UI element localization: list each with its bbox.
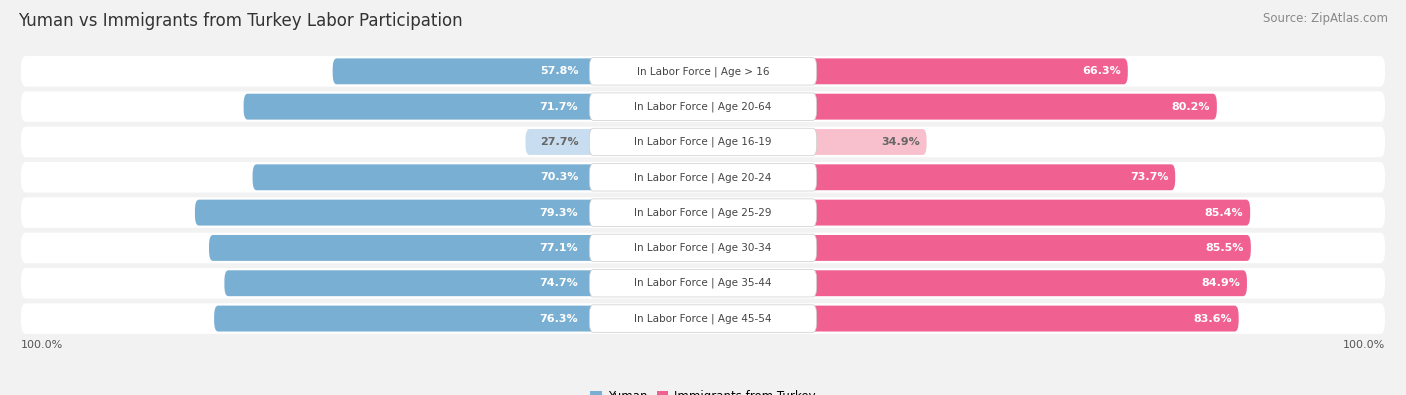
Text: 85.5%: 85.5% xyxy=(1205,243,1244,253)
Text: 83.6%: 83.6% xyxy=(1194,314,1232,324)
Text: In Labor Force | Age 20-24: In Labor Force | Age 20-24 xyxy=(634,172,772,182)
Text: In Labor Force | Age 30-34: In Labor Force | Age 30-34 xyxy=(634,243,772,253)
Text: 70.3%: 70.3% xyxy=(540,172,578,182)
FancyBboxPatch shape xyxy=(589,164,817,191)
Text: 100.0%: 100.0% xyxy=(1343,340,1385,350)
FancyBboxPatch shape xyxy=(589,93,817,120)
FancyBboxPatch shape xyxy=(21,268,1385,299)
FancyBboxPatch shape xyxy=(209,235,703,261)
FancyBboxPatch shape xyxy=(333,58,703,84)
Text: In Labor Force | Age 20-64: In Labor Force | Age 20-64 xyxy=(634,102,772,112)
Text: 85.4%: 85.4% xyxy=(1205,208,1243,218)
Text: In Labor Force | Age 25-29: In Labor Force | Age 25-29 xyxy=(634,207,772,218)
Text: 66.3%: 66.3% xyxy=(1083,66,1121,76)
Text: 76.3%: 76.3% xyxy=(540,314,578,324)
Text: 74.7%: 74.7% xyxy=(540,278,578,288)
Text: 84.9%: 84.9% xyxy=(1201,278,1240,288)
Text: 57.8%: 57.8% xyxy=(540,66,578,76)
FancyBboxPatch shape xyxy=(703,164,1175,190)
Text: 73.7%: 73.7% xyxy=(1130,172,1168,182)
FancyBboxPatch shape xyxy=(589,269,817,297)
FancyBboxPatch shape xyxy=(225,270,703,296)
Text: 79.3%: 79.3% xyxy=(540,208,578,218)
FancyBboxPatch shape xyxy=(21,91,1385,122)
FancyBboxPatch shape xyxy=(703,58,1128,84)
FancyBboxPatch shape xyxy=(703,235,1251,261)
FancyBboxPatch shape xyxy=(589,305,817,332)
Text: Yuman vs Immigrants from Turkey Labor Participation: Yuman vs Immigrants from Turkey Labor Pa… xyxy=(18,12,463,30)
FancyBboxPatch shape xyxy=(703,129,927,155)
FancyBboxPatch shape xyxy=(526,129,703,155)
FancyBboxPatch shape xyxy=(589,128,817,156)
Legend: Yuman, Immigrants from Turkey: Yuman, Immigrants from Turkey xyxy=(585,385,821,395)
FancyBboxPatch shape xyxy=(589,234,817,261)
FancyBboxPatch shape xyxy=(253,164,703,190)
FancyBboxPatch shape xyxy=(21,303,1385,334)
Text: In Labor Force | Age 16-19: In Labor Force | Age 16-19 xyxy=(634,137,772,147)
FancyBboxPatch shape xyxy=(21,56,1385,87)
FancyBboxPatch shape xyxy=(703,270,1247,296)
FancyBboxPatch shape xyxy=(589,199,817,226)
FancyBboxPatch shape xyxy=(703,306,1239,331)
FancyBboxPatch shape xyxy=(21,198,1385,228)
FancyBboxPatch shape xyxy=(589,58,817,85)
FancyBboxPatch shape xyxy=(21,162,1385,193)
Text: 77.1%: 77.1% xyxy=(540,243,578,253)
FancyBboxPatch shape xyxy=(21,127,1385,157)
Text: 27.7%: 27.7% xyxy=(540,137,578,147)
FancyBboxPatch shape xyxy=(21,233,1385,263)
Text: Source: ZipAtlas.com: Source: ZipAtlas.com xyxy=(1263,12,1388,25)
Text: In Labor Force | Age 35-44: In Labor Force | Age 35-44 xyxy=(634,278,772,288)
Text: In Labor Force | Age 45-54: In Labor Force | Age 45-54 xyxy=(634,313,772,324)
FancyBboxPatch shape xyxy=(214,306,703,331)
FancyBboxPatch shape xyxy=(703,94,1216,120)
Text: 80.2%: 80.2% xyxy=(1171,102,1211,112)
Text: 34.9%: 34.9% xyxy=(882,137,920,147)
FancyBboxPatch shape xyxy=(195,199,703,226)
Text: 71.7%: 71.7% xyxy=(540,102,578,112)
Text: In Labor Force | Age > 16: In Labor Force | Age > 16 xyxy=(637,66,769,77)
FancyBboxPatch shape xyxy=(703,199,1250,226)
Text: 100.0%: 100.0% xyxy=(21,340,63,350)
FancyBboxPatch shape xyxy=(243,94,703,120)
